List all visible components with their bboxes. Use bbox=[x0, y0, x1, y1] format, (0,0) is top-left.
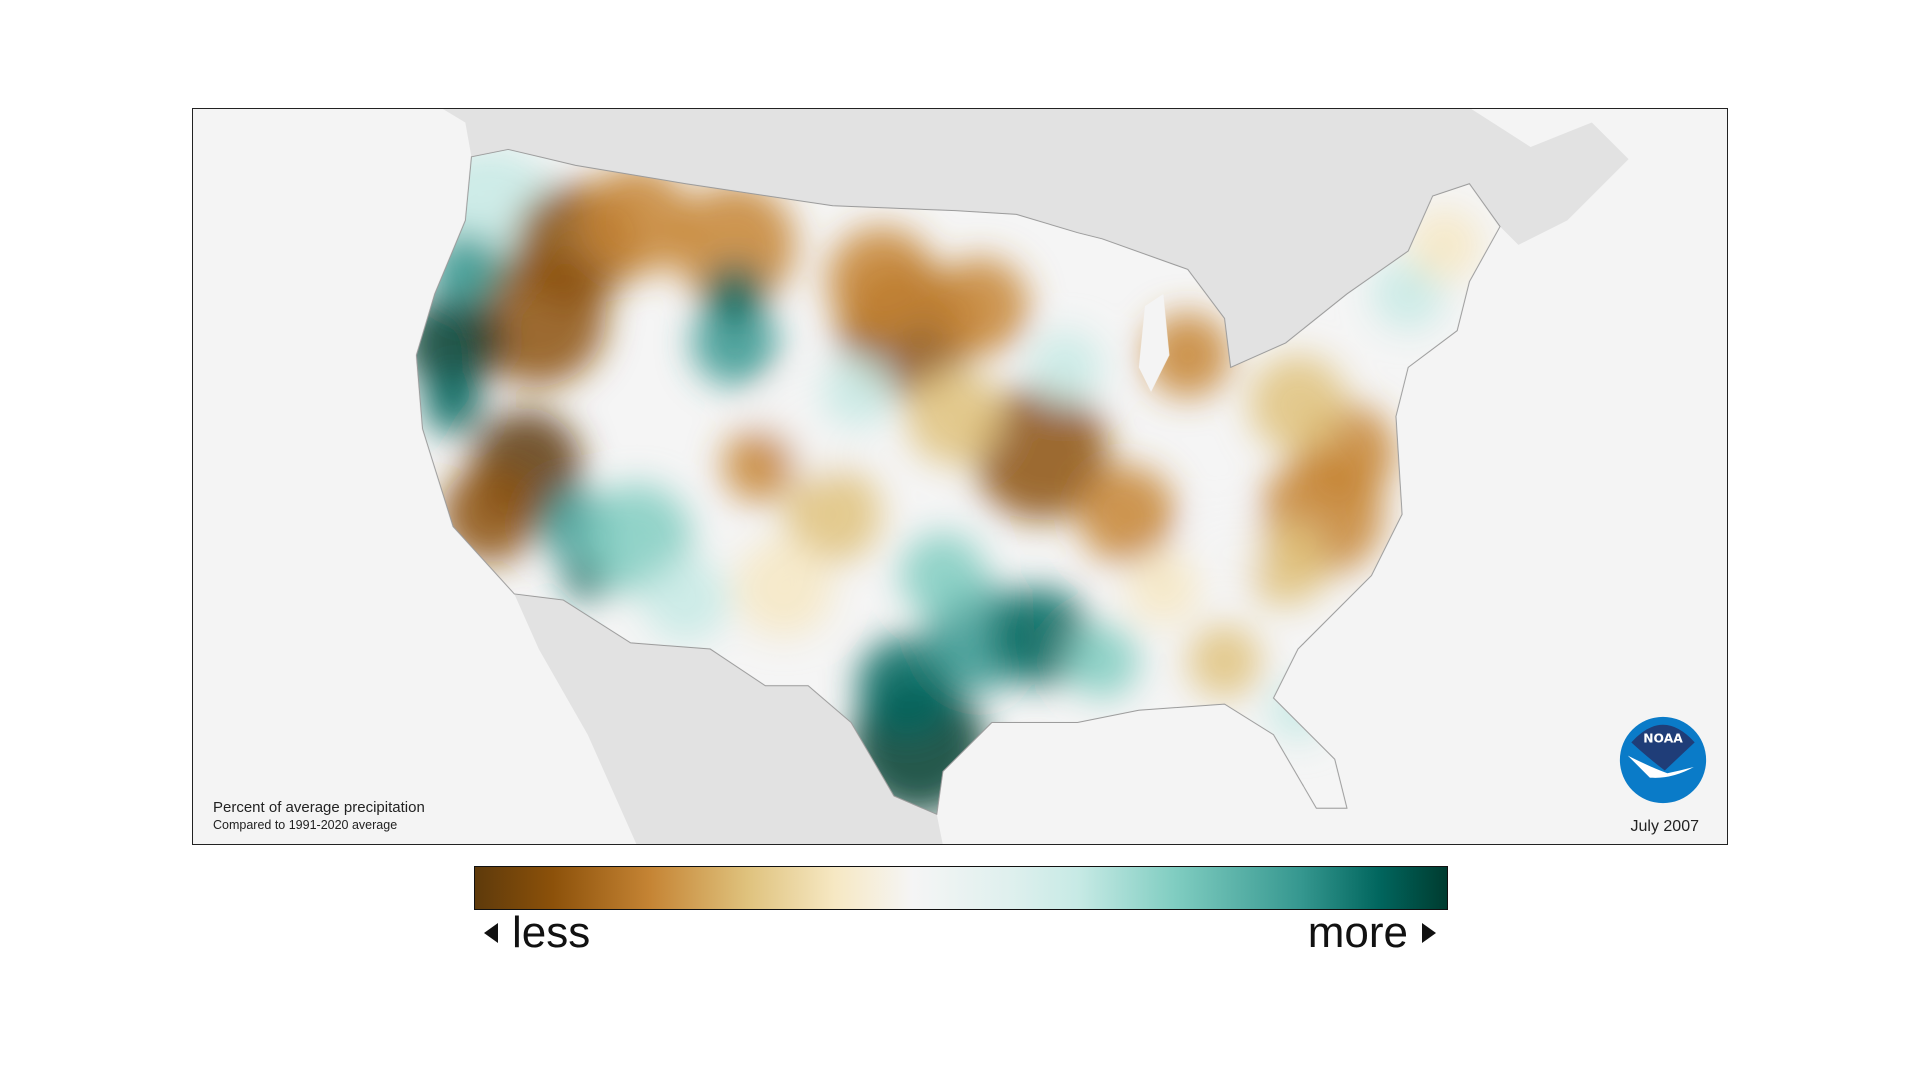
precip-anomaly-blob bbox=[820, 355, 894, 429]
precip-anomaly-blob bbox=[673, 183, 796, 307]
precip-anomaly-blob bbox=[1267, 679, 1329, 741]
precip-anomaly-blob bbox=[900, 532, 986, 619]
legend-more: more bbox=[1308, 908, 1436, 958]
precip-anomaly-blob bbox=[704, 263, 766, 325]
map-date: July 2007 bbox=[1630, 818, 1700, 835]
precip-anomaly-blob bbox=[1187, 624, 1262, 698]
precip-anomaly-blob bbox=[1242, 520, 1329, 607]
precip-anomaly-blob bbox=[722, 428, 796, 503]
precip-anomaly-blob bbox=[930, 257, 1029, 356]
legend-more-label: more bbox=[1307, 908, 1408, 957]
map-subtitle: Compared to 1991-2020 average bbox=[213, 818, 398, 832]
precip-anomaly-blob bbox=[422, 373, 484, 435]
arrow-left-icon bbox=[484, 923, 498, 943]
precip-anomaly-blob bbox=[416, 293, 503, 392]
lake-michigan bbox=[1138, 293, 1170, 392]
precip-anomaly-blob bbox=[1248, 355, 1347, 454]
conus-outline bbox=[415, 148, 1501, 815]
noaa-logo-text: NOAA bbox=[1643, 731, 1683, 745]
precip-anomaly-blob bbox=[1126, 551, 1200, 625]
precip-anomaly-blob bbox=[783, 465, 882, 564]
precip-anomaly-blob bbox=[1077, 465, 1176, 564]
legend-colorbar bbox=[474, 866, 1448, 910]
precip-anomaly-blob bbox=[973, 385, 1109, 521]
noaa-logo: NOAA bbox=[1619, 716, 1707, 804]
canada-land bbox=[442, 109, 1629, 368]
precipitation-map bbox=[415, 109, 1629, 844]
precip-anomaly-blob bbox=[826, 226, 937, 337]
mexico-land bbox=[514, 593, 943, 844]
precip-anomaly-blob bbox=[1187, 514, 1262, 588]
precip-anomaly-blob bbox=[734, 538, 833, 637]
precip-anomaly-blob bbox=[691, 300, 778, 386]
map-panel: NOAA Percent of average precipitation Co… bbox=[192, 108, 1728, 845]
arrow-right-icon bbox=[1422, 923, 1436, 943]
precip-anomaly-blob bbox=[1065, 624, 1139, 698]
legend-less-label: less bbox=[512, 908, 591, 957]
precip-anomaly-blob bbox=[440, 465, 539, 564]
precip-anomaly-blob bbox=[642, 557, 729, 643]
precip-anomaly-blob bbox=[906, 367, 1005, 466]
precip-anomaly-blob bbox=[1028, 330, 1103, 405]
legend-less: less bbox=[484, 908, 590, 958]
precip-anomaly-blob bbox=[428, 232, 503, 307]
map-title: Percent of average precipitation bbox=[213, 799, 425, 816]
precip-anomaly-blob bbox=[581, 165, 692, 276]
precip-anomaly-blob bbox=[1408, 208, 1482, 282]
